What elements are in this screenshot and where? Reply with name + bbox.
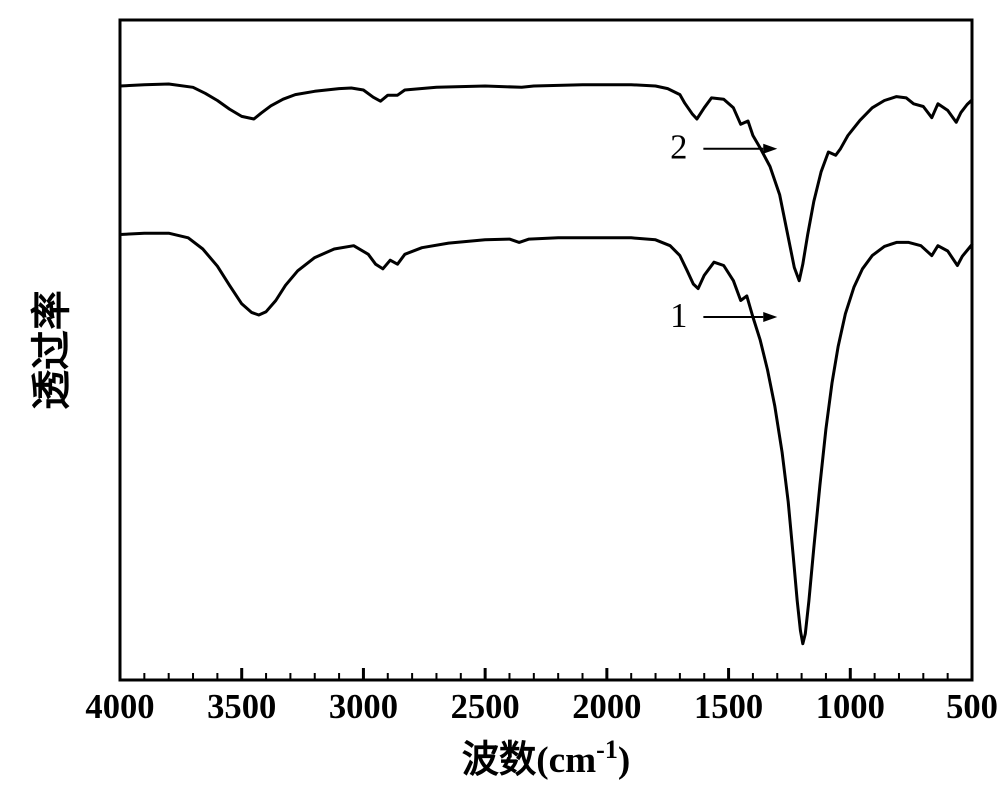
- x-tick-label: 2500: [451, 688, 520, 726]
- chart-background: [0, 0, 1000, 804]
- chart-svg: 4000350030002500200015001000500波数(cm-1)透…: [0, 0, 1000, 804]
- x-tick-label: 4000: [85, 688, 154, 726]
- x-tick-label: 3000: [329, 688, 398, 726]
- x-tick-label: 3500: [207, 688, 276, 726]
- x-tick-label: 1000: [816, 688, 885, 726]
- annotation-label-2: 2: [670, 129, 687, 167]
- annotation-label-1: 1: [670, 297, 687, 335]
- ftir-chart: 4000350030002500200015001000500波数(cm-1)透…: [0, 0, 1000, 804]
- x-tick-label: 500: [946, 688, 998, 726]
- x-tick-label: 2000: [572, 688, 641, 726]
- y-axis-label: 透过率: [29, 290, 74, 410]
- x-tick-label: 1500: [694, 688, 763, 726]
